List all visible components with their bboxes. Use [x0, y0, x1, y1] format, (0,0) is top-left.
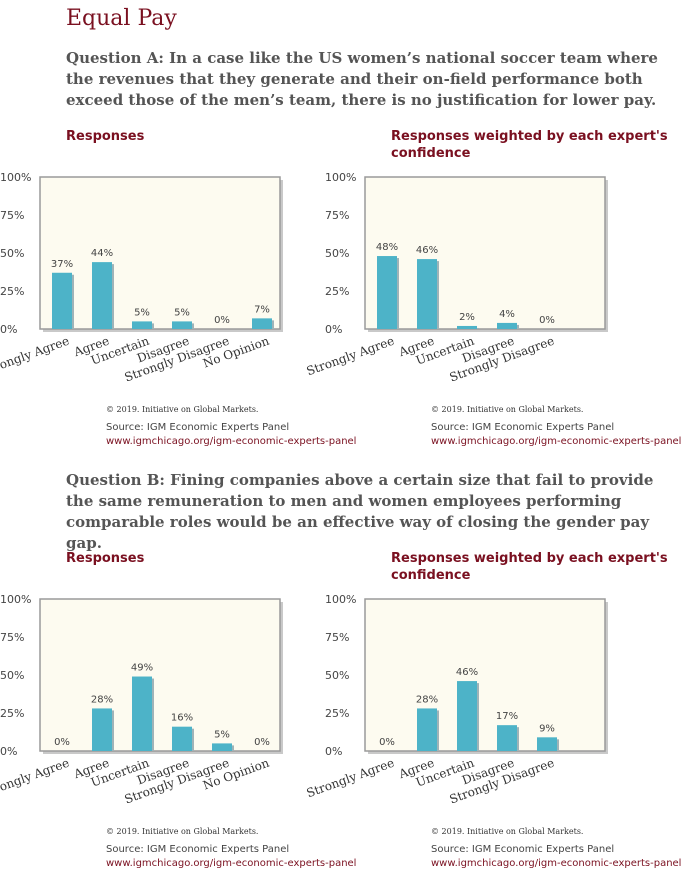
- source-link[interactable]: www.igmchicago.org/igm-economic-experts-…: [431, 436, 682, 447]
- value-label: 46%: [416, 245, 438, 256]
- question-b-responses-panel: Responses 0% 25% 50% 75% 100% 0% Strongly Agre…: [0, 550, 366, 869]
- panel-title: Responses: [66, 551, 145, 566]
- y-tick-label: 0%: [0, 745, 17, 758]
- value-label: 0%: [379, 737, 395, 748]
- y-tick-label: 50%: [325, 669, 349, 682]
- bar: [212, 743, 232, 751]
- copyright-note: © 2019. Initiative on Global Markets.: [431, 405, 584, 414]
- bar: [92, 708, 112, 751]
- bar: [172, 321, 192, 329]
- page-title: Equal Pay: [66, 6, 177, 31]
- bar-chart: 0%25%50%75%100%37%Strongly Agree44%Agree…: [0, 171, 283, 385]
- source-note: Source: IGM Economic Experts Panel: [431, 844, 615, 855]
- y-tick-label: 25%: [325, 707, 349, 720]
- y-tick-label: 75%: [0, 631, 24, 644]
- value-label: 5%: [214, 729, 230, 740]
- y-tick-label: 50%: [0, 669, 24, 682]
- source-note: Source: IGM Economic Experts Panel: [431, 422, 615, 433]
- value-label: 9%: [539, 723, 555, 734]
- value-label: 0%: [254, 737, 270, 748]
- y-tick-label: 75%: [0, 209, 24, 222]
- value-label: 0%: [539, 315, 555, 326]
- bar: [132, 321, 152, 329]
- question-b-weighted-panel: Responses weighted by each expert's conf…: [305, 550, 685, 869]
- plot-area: [364, 598, 606, 752]
- bar: [537, 737, 557, 751]
- bar: [417, 708, 437, 751]
- bar-chart: 0%25%50%75%100%0%Strongly Agree28%Agree4…: [0, 593, 283, 807]
- value-label: 2%: [459, 312, 475, 323]
- source-link[interactable]: www.igmchicago.org/igm-economic-experts-…: [106, 858, 357, 869]
- question-b-text: Question B: Fining companies above a cer…: [66, 471, 654, 552]
- bar: [497, 725, 517, 751]
- x-tick-label: Strongly Agree: [0, 756, 71, 801]
- plot-area: [39, 598, 281, 752]
- bar: [172, 726, 192, 751]
- value-label: 28%: [416, 694, 438, 705]
- y-tick-label: 75%: [325, 209, 349, 222]
- value-label: 44%: [91, 248, 113, 259]
- y-tick-label: 50%: [325, 247, 349, 260]
- bar: [92, 262, 112, 329]
- panel-title: Responses weighted by each expert's conf…: [391, 551, 668, 583]
- plot-area: [39, 176, 281, 330]
- bar-chart: 0%25%50%75%100%0%Strongly Agree28%Agree4…: [305, 593, 608, 807]
- bar: [417, 259, 437, 329]
- value-label: 16%: [171, 713, 193, 724]
- y-tick-label: 25%: [0, 285, 24, 298]
- value-label: 17%: [496, 711, 518, 722]
- copyright-note: © 2019. Initiative on Global Markets.: [106, 405, 259, 414]
- value-label: 7%: [254, 304, 270, 315]
- source-note: Source: IGM Economic Experts Panel: [106, 422, 290, 433]
- y-tick-label: 25%: [325, 285, 349, 298]
- bar: [457, 325, 477, 329]
- plot-area: [364, 176, 606, 330]
- value-label: 37%: [51, 259, 73, 270]
- y-tick-label: 100%: [0, 171, 31, 184]
- bar: [252, 318, 272, 329]
- value-label: 46%: [456, 667, 478, 678]
- y-tick-label: 100%: [325, 593, 356, 606]
- y-tick-label: 100%: [0, 593, 31, 606]
- bar: [52, 272, 72, 329]
- x-tick-label: Strongly Agree: [0, 334, 71, 379]
- value-label: 5%: [134, 307, 150, 318]
- bar: [457, 681, 477, 751]
- source-note: Source: IGM Economic Experts Panel: [106, 844, 290, 855]
- y-tick-label: 0%: [325, 323, 342, 336]
- y-tick-label: 50%: [0, 247, 24, 260]
- panel-title: Responses: [66, 129, 145, 144]
- value-label: 4%: [499, 309, 515, 320]
- y-tick-label: 0%: [0, 323, 17, 336]
- value-label: 0%: [214, 315, 230, 326]
- value-label: 49%: [131, 663, 153, 674]
- copyright-note: © 2019. Initiative on Global Markets.: [431, 827, 584, 836]
- bar: [132, 676, 152, 751]
- source-link[interactable]: www.igmchicago.org/igm-economic-experts-…: [431, 858, 682, 869]
- value-label: 0%: [54, 737, 70, 748]
- y-tick-label: 25%: [0, 707, 24, 720]
- y-tick-label: 100%: [325, 171, 356, 184]
- y-tick-label: 75%: [325, 631, 349, 644]
- y-tick-label: 0%: [325, 745, 342, 758]
- value-label: 5%: [174, 307, 190, 318]
- copyright-note: © 2019. Initiative on Global Markets.: [106, 827, 259, 836]
- question-a-responses-panel: Responses 0% 25% 50% 75% 100% 37% Strongly Agr…: [0, 128, 366, 447]
- bar: [377, 256, 397, 329]
- bar: [497, 322, 517, 329]
- question-a-weighted-panel: Responses weighted by each expert's conf…: [305, 128, 685, 447]
- value-label: 48%: [376, 242, 398, 253]
- question-a-text: Question A: In a case like the US women’…: [66, 49, 658, 109]
- panel-title: Responses weighted by each expert's conf…: [391, 129, 668, 161]
- value-label: 28%: [91, 694, 113, 705]
- bar-chart: 0%25%50%75%100%48%Strongly Agree46%Agree…: [305, 171, 608, 385]
- source-link[interactable]: www.igmchicago.org/igm-economic-experts-…: [106, 436, 357, 447]
